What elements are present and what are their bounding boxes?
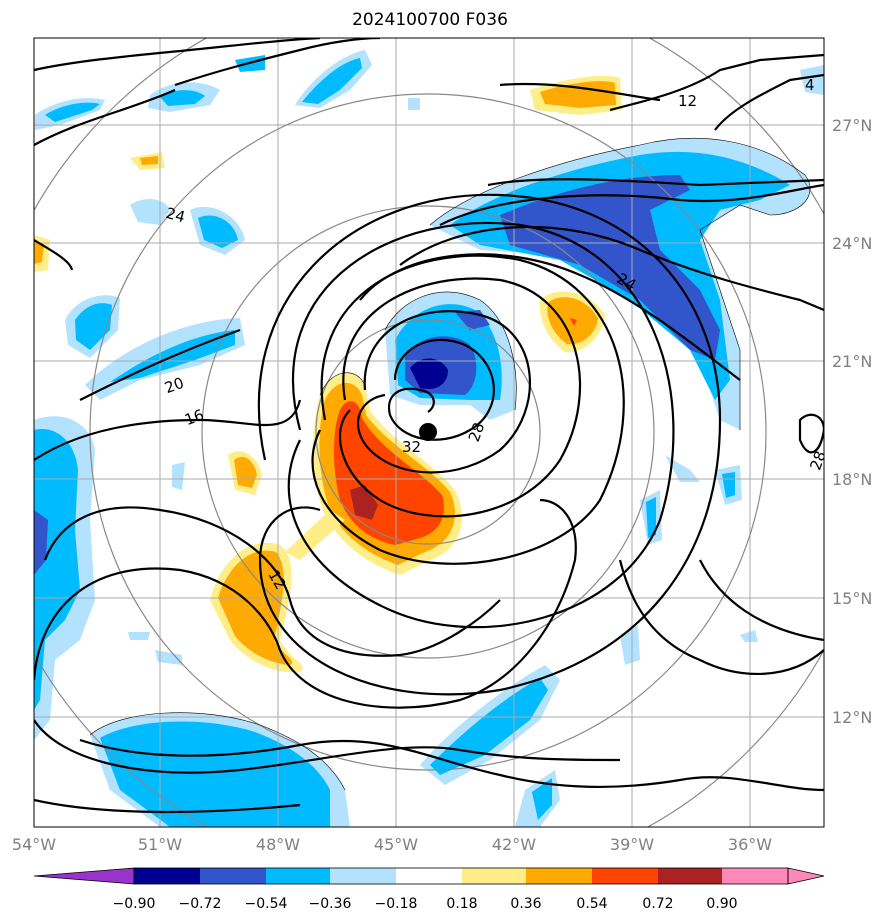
lon-tick-label: 42°W [492, 835, 536, 854]
colorbar-tick-label: −0.54 [245, 896, 288, 912]
colorbar-tick-label: −0.90 [113, 896, 156, 912]
colorbar-tick-label: 0.90 [706, 896, 737, 912]
lat-tick-label: 18°N [832, 470, 872, 489]
colorbar-tick-label: −0.36 [309, 896, 352, 912]
colorbar-tick-label: −0.18 [375, 896, 418, 912]
colorbar-tick-label: −0.72 [179, 896, 222, 912]
colorbar-segment [592, 868, 658, 884]
colorbar-segment [722, 868, 788, 884]
contour-label: 16 [182, 406, 206, 429]
colorbar-outline [133, 867, 789, 885]
negative-shading [34, 50, 824, 827]
colorbar-max-extend [787, 867, 825, 885]
colorbar-segment [200, 868, 266, 884]
storm-center-marker [419, 423, 437, 441]
contour-label: 32 [402, 438, 421, 456]
contour-label: 28 [806, 448, 829, 472]
colorbar-tick-label: 0.72 [642, 896, 673, 912]
colorbar-segment [330, 868, 396, 884]
lat-tick-label: 24°N [832, 234, 872, 253]
contour-label: 12 [678, 92, 697, 110]
map-title: 2024100700 F036 [352, 10, 508, 30]
map-frame [33, 37, 825, 828]
contour-label: 24 [164, 204, 187, 226]
contour-label: 28 [465, 420, 488, 444]
longitude-labels: 54°W 51°W 48°W 45°W 42°W 39°W 36°W [12, 835, 772, 854]
lon-tick-label: 36°W [728, 835, 772, 854]
colorbar-segment [396, 868, 462, 884]
colorbar-segment [134, 868, 200, 884]
contour-label: 4 [805, 76, 815, 94]
colorbar-tick-labels: −0.90 −0.72 −0.54 −0.36 −0.18 0.18 0.36 … [113, 896, 738, 912]
colorbar-tick-label: 0.18 [446, 896, 477, 912]
lon-tick-label: 51°W [138, 835, 182, 854]
lon-tick-label: 48°W [256, 835, 300, 854]
colorbar-segment [658, 868, 722, 884]
lon-tick-label: 39°W [610, 835, 654, 854]
map-plot-area: 12 12 16 20 24 24 28 32 28 4 [34, 38, 829, 827]
lat-tick-label: 27°N [832, 116, 872, 135]
graticule [34, 38, 824, 827]
lat-tick-label: 12°N [832, 708, 872, 727]
colorbar-segment [266, 868, 330, 884]
colorbar-segment [526, 868, 592, 884]
colorbar-tick-label: 0.36 [510, 896, 541, 912]
lat-tick-label: 21°N [832, 352, 872, 371]
range-rings [34, 38, 824, 827]
lon-tick-label: 54°W [12, 835, 56, 854]
colorbar: −0.90 −0.72 −0.54 −0.36 −0.18 0.18 0.36 … [33, 867, 825, 912]
height-contours [34, 38, 824, 814]
lat-tick-label: 15°N [832, 589, 872, 608]
latitude-labels: 12°N 15°N 18°N 21°N 24°N 27°N [832, 116, 872, 727]
contour-label: 20 [162, 374, 186, 397]
lon-tick-label: 45°W [374, 835, 418, 854]
colorbar-tick-label: 0.54 [576, 896, 607, 912]
colorbar-segment [462, 868, 526, 884]
colorbar-min-extend [33, 867, 135, 885]
